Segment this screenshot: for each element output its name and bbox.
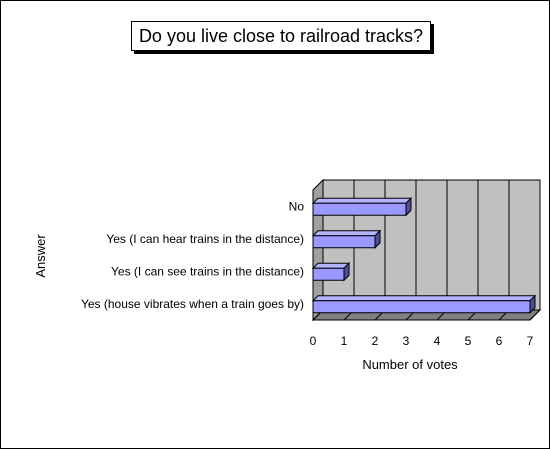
y-axis-label: Answer xyxy=(33,234,48,278)
category-label: Yes (house vibrates when a train goes by… xyxy=(81,297,304,311)
bar-top xyxy=(311,230,382,237)
x-tick-label: 2 xyxy=(372,334,379,348)
category-label: Yes (I can see trains in the distance) xyxy=(111,264,304,278)
category-label: No xyxy=(289,199,305,213)
bar xyxy=(312,235,376,249)
x-tick-label: 3 xyxy=(403,334,410,348)
category-label: Yes (I can hear trains in the distance) xyxy=(106,232,304,246)
bar xyxy=(312,267,345,281)
x-axis-label: Number of votes xyxy=(362,357,458,372)
bar xyxy=(312,202,407,216)
bar-top xyxy=(311,295,537,302)
x-tick-label: 0 xyxy=(310,334,317,348)
chart-title: Do you live close to railroad tracks? xyxy=(131,21,431,51)
x-tick-label: 6 xyxy=(496,334,503,348)
x-tick-label: 4 xyxy=(434,334,441,348)
bar xyxy=(312,300,531,314)
x-tick-label: 7 xyxy=(527,334,534,348)
bar-top xyxy=(311,197,413,204)
gridline-floor xyxy=(529,309,541,321)
x-tick-label: 1 xyxy=(341,334,348,348)
x-tick-label: 5 xyxy=(465,334,472,348)
bar-top xyxy=(311,262,351,269)
